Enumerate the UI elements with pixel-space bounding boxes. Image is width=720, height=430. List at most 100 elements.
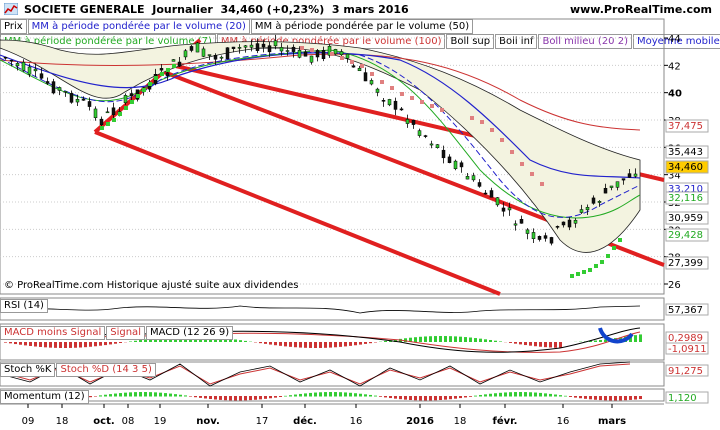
candle-body: [261, 43, 266, 48]
stoch-d-label[interactable]: Stoch %D (14 3 5): [56, 363, 156, 377]
momentum-bar: [139, 392, 142, 397]
momentum-bar: [244, 396, 247, 401]
momentum-bar: [609, 396, 612, 401]
candle-body: [15, 63, 20, 67]
macd-bar: [339, 342, 342, 347]
macd-bar: [589, 340, 592, 342]
sar-dot: [606, 254, 610, 258]
momentum-bar: [464, 396, 467, 398]
macd-bar: [369, 342, 372, 344]
momentum-bar: [269, 396, 272, 399]
momentum-bar: [484, 394, 487, 397]
candle-body: [555, 226, 560, 228]
momentum-bar: [219, 396, 222, 400]
price-value-box: [665, 191, 709, 205]
site-link[interactable]: www.ProRealTime.com: [569, 3, 712, 16]
candle-body: [165, 72, 170, 76]
legend-vwma7[interactable]: MM à période pondérée par le volume (7): [0, 34, 216, 49]
macd-bar: [29, 342, 32, 346]
sar-dot: [390, 86, 394, 90]
rsi-line: [0, 305, 641, 314]
candle-body: [291, 46, 296, 52]
sar-dot: [142, 88, 146, 92]
candle-body: [447, 156, 452, 163]
candle-body: [591, 197, 596, 204]
legend-boll-sup[interactable]: Boll sup: [446, 34, 495, 49]
macd-bar: [114, 342, 117, 344]
macd-bar: [334, 342, 337, 348]
candle-body: [267, 45, 272, 53]
momentum-bar: [604, 396, 607, 401]
macd-bar: [279, 342, 282, 346]
macd-bar: [429, 336, 432, 342]
candle-body: [489, 190, 494, 198]
stoch-k-label[interactable]: Stoch %K: [0, 363, 56, 377]
candle-body: [249, 44, 254, 48]
momentum-bar: [349, 392, 352, 397]
momentum-bar: [429, 396, 432, 401]
macd-diff-label[interactable]: MACD moins Signal: [0, 326, 106, 340]
macd-bar: [24, 342, 27, 346]
candle-body: [429, 143, 434, 146]
rsi-label[interactable]: RSI (14): [0, 299, 48, 313]
macd-bar: [324, 342, 327, 348]
macd-bar: [294, 342, 297, 348]
macd-bar: [484, 339, 487, 342]
sar-dot: [500, 138, 504, 142]
momentum-bar: [204, 396, 207, 399]
momentum-bar: [159, 392, 162, 397]
macd-bar: [394, 339, 397, 342]
sar-dot: [440, 108, 444, 112]
momentum-bar: [384, 396, 387, 398]
macd-bar: [409, 337, 412, 342]
bollinger-band-area: [0, 39, 641, 253]
momentum-bar: [209, 396, 212, 400]
momentum-bar: [439, 396, 442, 401]
chart-title: SOCIETE GENERALE Journalier 34,460 (+0,2…: [24, 3, 409, 16]
momentum-bar: [524, 392, 527, 397]
watermark-text: © ProRealTime.com Historique ajusté suit…: [4, 280, 299, 291]
price-tick-label: 42: [668, 61, 681, 72]
candle-body: [501, 207, 506, 212]
time-tick-label: 18: [56, 416, 69, 427]
candle-body: [195, 42, 200, 53]
momentum-bar: [394, 396, 397, 399]
momentum-bar: [309, 392, 312, 397]
sar-dot: [400, 92, 404, 96]
time-tick-label: 08: [122, 416, 135, 427]
macd-label[interactable]: MACD (12 26 9): [145, 326, 234, 340]
sar-dot: [380, 80, 384, 84]
candle-body: [483, 192, 488, 195]
momentum-bar: [444, 396, 447, 400]
momentum-bar: [639, 396, 642, 400]
candle-body: [279, 47, 284, 52]
sar-dot: [612, 246, 616, 250]
momentum-bar: [334, 392, 337, 397]
momentum-bar: [194, 396, 197, 398]
legend-boll-inf[interactable]: Boll inf: [495, 34, 538, 49]
sar-dot: [540, 182, 544, 186]
sar-dot: [570, 274, 574, 278]
sar-dot: [166, 68, 170, 72]
sar-dot: [594, 264, 598, 268]
sar-dot: [118, 112, 122, 116]
momentum-bar: [354, 393, 357, 397]
momentum-panel-frame: [0, 388, 665, 402]
candle-body: [627, 173, 632, 178]
macd-bar: [639, 334, 642, 342]
sar-dot: [340, 56, 344, 60]
macd-bar: [529, 342, 532, 346]
macd-bar: [119, 342, 122, 343]
stoch-panel-frame: [0, 361, 665, 387]
macd-bar: [74, 342, 77, 348]
macd-bar: [604, 339, 607, 342]
macd-bar: [314, 342, 317, 348]
price-tick-label: 40: [668, 89, 682, 100]
candle-body: [3, 57, 8, 59]
momentum-label[interactable]: Momentum (12): [0, 390, 89, 404]
macd-signal-label[interactable]: Signal: [106, 326, 145, 340]
sar-dot: [100, 126, 104, 130]
momentum-bar: [254, 396, 257, 400]
macd-bar: [39, 342, 42, 347]
candle-body: [237, 47, 242, 49]
